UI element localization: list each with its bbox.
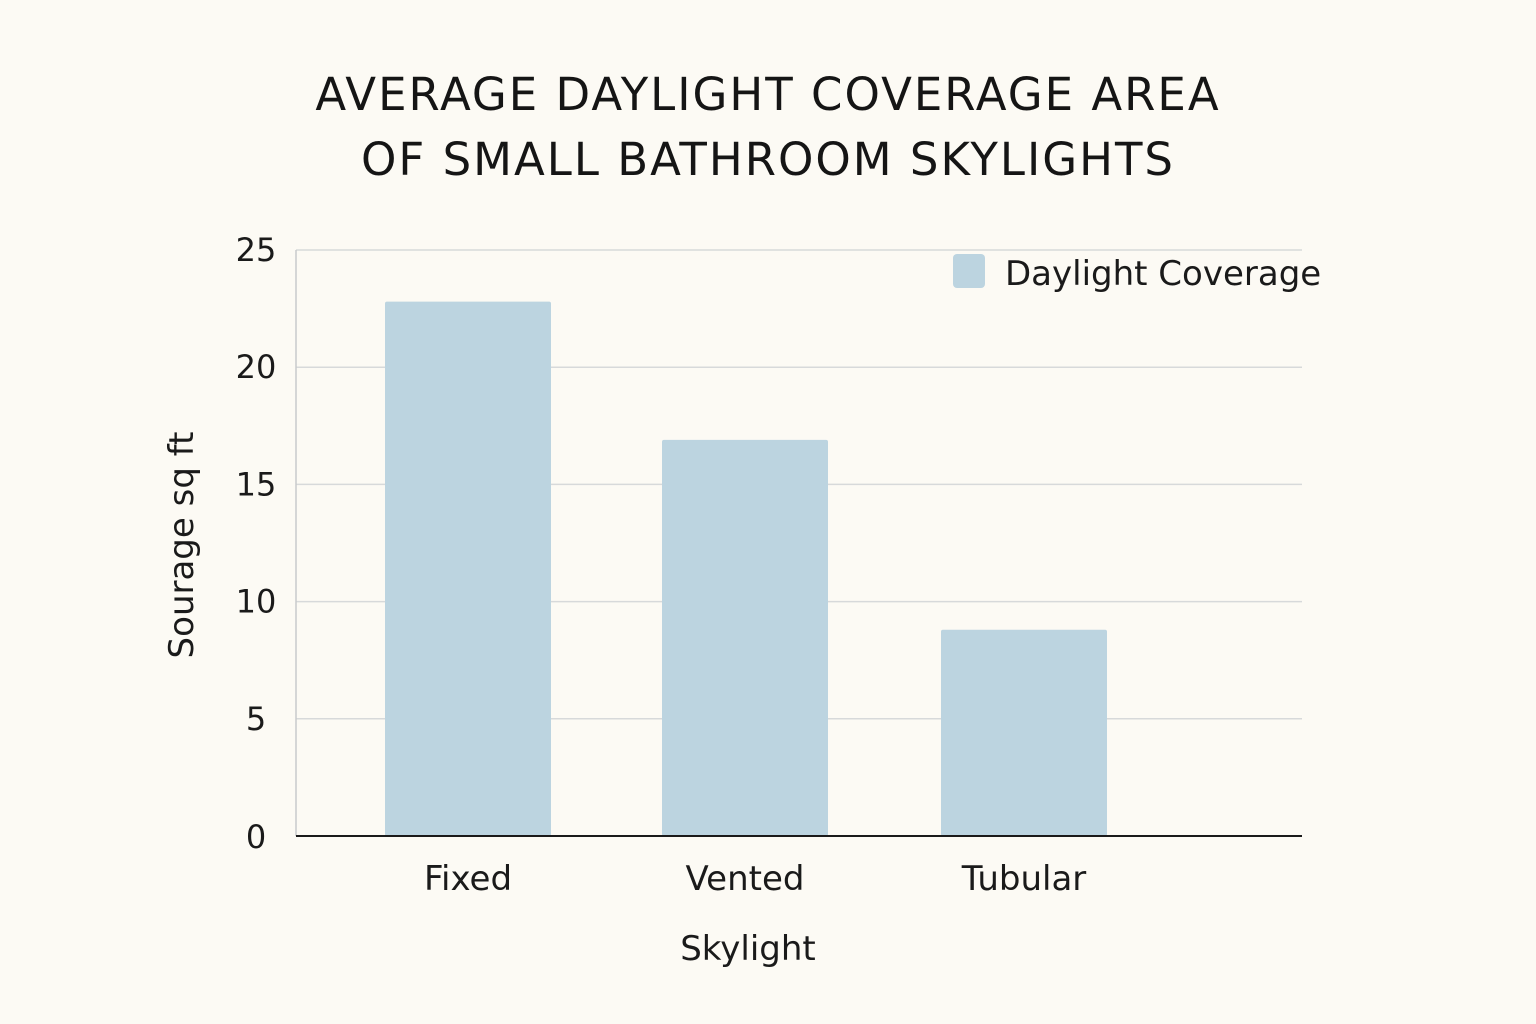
x-tick-label: Vented	[686, 859, 805, 899]
x-axis-title: Skylight	[680, 929, 816, 969]
legend-label: Daylight Coverage	[1005, 254, 1321, 294]
chart-title-line-2: OF SMALL BATHROOM SKYLIGHTS	[360, 133, 1175, 186]
x-tick-labels: Fixed Vented Tubular	[424, 859, 1086, 899]
y-tick-label: 5	[246, 700, 266, 738]
y-tick-label: 25	[236, 231, 277, 269]
y-tick-label: 0	[246, 818, 266, 856]
y-tick-labels: 0 5 10 15 20 25	[236, 231, 277, 856]
y-tick-label: 20	[236, 348, 277, 386]
chart-title-line-1: AVERAGE DAYLIGHT COVERAGE AREA	[315, 68, 1221, 121]
bar-tubular	[941, 629, 1107, 836]
legend-swatch	[953, 254, 985, 288]
bar-vented	[662, 439, 828, 836]
x-tick-label: Tubular	[961, 859, 1087, 899]
x-tick-label: Fixed	[424, 859, 512, 899]
y-tick-label: 10	[236, 583, 277, 621]
y-axis-title: Sourage sq ft	[162, 432, 202, 659]
legend: Daylight Coverage	[953, 254, 1321, 294]
y-tick-label: 15	[236, 465, 277, 503]
bars	[385, 301, 1107, 836]
bar-fixed	[385, 301, 551, 836]
